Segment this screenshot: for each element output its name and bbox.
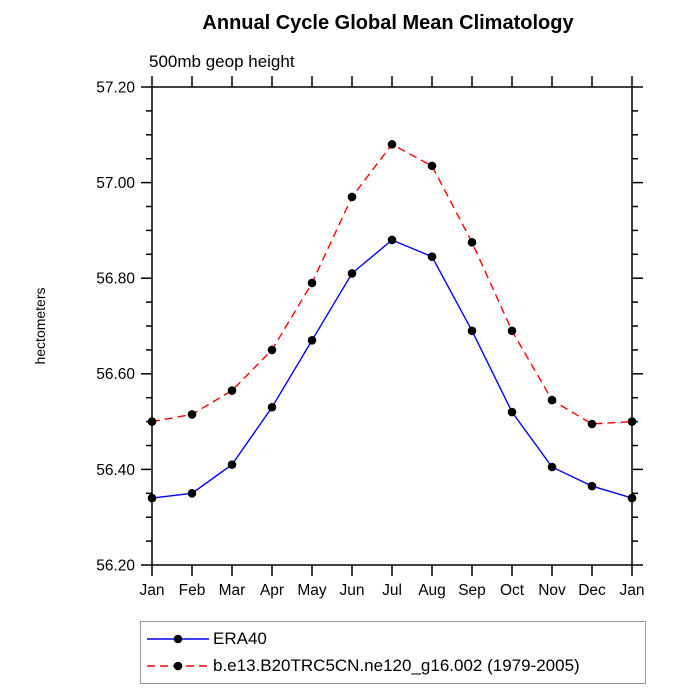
x-tick-label: Oct: [500, 582, 525, 599]
series-0-marker: [307, 336, 317, 345]
y-tick-label: 57.20: [96, 79, 135, 96]
series-0-marker: [267, 402, 277, 412]
y-tick-label: 56.60: [96, 366, 135, 383]
series-1-marker: [547, 395, 557, 405]
series-1-marker: [307, 278, 317, 288]
x-tick-label: May: [297, 582, 327, 599]
x-tick-label: Dec: [578, 582, 606, 599]
series-1-marker: [227, 386, 237, 395]
series-0-marker: [147, 493, 157, 503]
y-tick-label: 56.20: [96, 557, 135, 574]
chart-subtitle: 500mb geop height: [149, 52, 295, 71]
x-tick-label: Jun: [340, 582, 365, 599]
series-1-marker: [427, 161, 437, 171]
series-1-marker: [147, 417, 157, 426]
x-tick-label: Nov: [538, 582, 566, 599]
series-1-marker: [267, 345, 277, 355]
x-tick-label: Mar: [219, 582, 246, 599]
legend-line-sample: [147, 634, 209, 644]
series-1-marker: [187, 410, 197, 419]
series-1-marker: [387, 140, 397, 149]
y-tick-label: 56.40: [96, 462, 135, 479]
legend: ERA40 b.e13.B20TRC5CN.ne120_g16.002 (1979…: [140, 621, 646, 684]
x-tick-label: Aug: [418, 582, 446, 599]
series-0-marker: [507, 407, 517, 417]
legend-label: ERA40: [213, 629, 267, 649]
series-1-marker: [627, 417, 637, 426]
legend-line-sample: [147, 661, 209, 671]
series-line-1: [151, 143, 633, 425]
x-tick-label: Sep: [458, 582, 486, 599]
legend-item-1: b.e13.B20TRC5CN.ne120_g16.002 (1979-2005…: [141, 653, 645, 679]
series-line-0: [151, 239, 633, 499]
series-1-marker: [467, 238, 477, 247]
x-tick-label: Feb: [179, 582, 206, 599]
axes-frame: [151, 86, 633, 566]
series-1-marker: [347, 192, 357, 202]
y-tick-label: 57.00: [96, 175, 135, 192]
x-tick-label: Jan: [620, 582, 645, 599]
series-1-marker: [507, 326, 517, 336]
x-tick-label: Apr: [260, 582, 284, 599]
series-0-marker: [627, 493, 637, 503]
chart-title: Annual Cycle Global Mean Climatology: [202, 12, 574, 34]
series-0-marker: [387, 235, 397, 245]
series-0-marker: [187, 489, 197, 498]
x-tick-label: Jul: [382, 582, 402, 599]
series-0-marker: [427, 252, 437, 261]
x-tick-label: Jan: [140, 582, 165, 599]
y-tick-label: 56.80: [96, 271, 135, 288]
series-0-marker: [467, 326, 477, 336]
series-0-marker: [547, 462, 557, 472]
legend-item-0: ERA40: [141, 626, 645, 652]
series-1-marker: [587, 419, 597, 429]
series-0-marker: [227, 460, 237, 469]
series-0-marker: [347, 269, 357, 278]
series-0-marker: [587, 481, 597, 491]
legend-label: b.e13.B20TRC5CN.ne120_g16.002 (1979-2005…: [213, 655, 580, 675]
